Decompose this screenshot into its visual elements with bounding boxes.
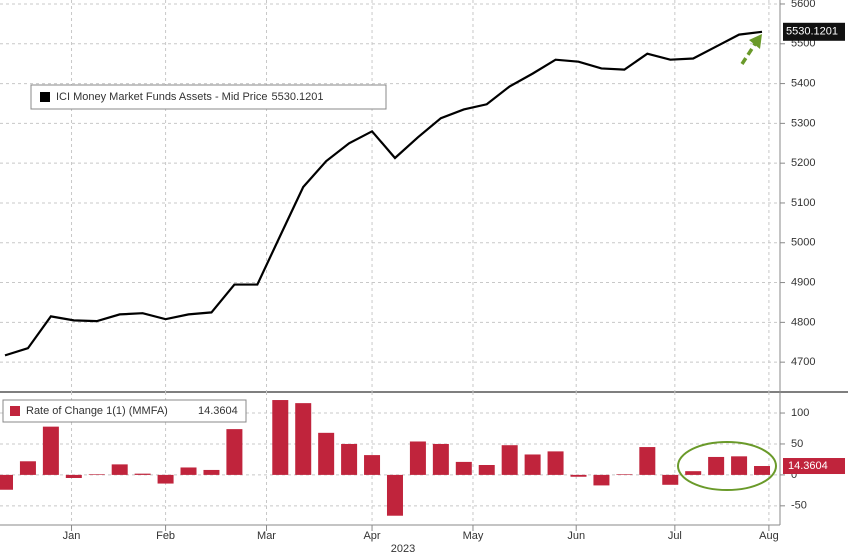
line-series: [4, 30, 763, 357]
x-tick-label: Aug: [759, 530, 779, 542]
x-tick-label: May: [463, 530, 484, 542]
highlight-circle: [677, 441, 777, 491]
bar: [157, 474, 174, 484]
arrow-head: [749, 34, 762, 49]
x-tick-label: Jul: [668, 530, 682, 542]
bar: [616, 474, 633, 475]
bar: [455, 461, 472, 475]
bar: [364, 455, 381, 475]
y-tick-label: 5200: [791, 157, 815, 169]
legend-label: ICI Money Market Funds Assets - Mid Pric…: [56, 91, 324, 103]
bar: [42, 426, 59, 475]
bar: [88, 474, 105, 475]
y-tick-label: 4900: [791, 276, 815, 288]
y-tick-label: 0: [791, 469, 797, 481]
bar: [19, 461, 36, 475]
legend-value: 5530.1201: [272, 91, 324, 103]
bar: [501, 445, 518, 475]
bar: [524, 454, 541, 475]
legend-swatch: [40, 92, 50, 102]
y-tick-label: 100: [791, 407, 809, 419]
x-tick-label: Feb: [156, 530, 175, 542]
bar: [134, 473, 151, 475]
x-tick-label: Apr: [363, 530, 380, 542]
bar: [662, 474, 679, 485]
legend-swatch: [10, 406, 20, 416]
y-tick-label: -50: [791, 500, 807, 512]
last-value-label: 5530.1201: [786, 26, 838, 38]
bar: [180, 467, 197, 475]
bar: [570, 474, 587, 477]
bar: [639, 447, 656, 475]
bar: [593, 474, 610, 486]
y-tick-label: 5600: [791, 0, 815, 10]
bar: [708, 456, 725, 475]
last-value-tag: [783, 22, 845, 41]
bar: [295, 403, 312, 475]
bar: [0, 474, 13, 490]
y-tick-label: 4700: [791, 356, 815, 368]
bar: [685, 471, 702, 475]
bar: [731, 456, 748, 475]
bar: [754, 466, 771, 475]
legend-value: 14.3604: [198, 405, 238, 417]
y-tick-label: 50: [791, 438, 803, 450]
bar: [432, 443, 449, 475]
x-tick-label: Jun: [567, 530, 585, 542]
y-tick-label: 5100: [791, 197, 815, 209]
bar: [341, 443, 358, 475]
last-value-tag: [783, 458, 845, 475]
bar: [226, 429, 243, 475]
arrow: [740, 43, 757, 65]
bar: [409, 441, 426, 475]
legend-box: [2, 399, 247, 423]
bar: [478, 464, 495, 475]
x-axis-label: 2023: [391, 543, 415, 555]
bar: [386, 474, 403, 516]
x-tick-label: Jan: [63, 530, 81, 542]
legend-box: [30, 84, 387, 110]
y-tick-label: 4800: [791, 316, 815, 328]
bar: [203, 469, 220, 475]
bar: [318, 432, 335, 475]
y-tick-label: 5000: [791, 237, 815, 249]
y-tick-label: 5300: [791, 117, 815, 129]
bar: [547, 451, 564, 475]
bar: [111, 464, 128, 475]
last-value-label: 14.3604: [788, 460, 828, 472]
y-tick-label: 5400: [791, 77, 815, 89]
bar: [272, 400, 289, 475]
legend-label: Rate of Change 1(1) (MMFA): [26, 405, 168, 417]
bar: [65, 474, 82, 478]
x-tick-label: Mar: [257, 530, 276, 542]
legend-name: ICI Money Market Funds Assets - Mid Pric…: [56, 91, 268, 103]
